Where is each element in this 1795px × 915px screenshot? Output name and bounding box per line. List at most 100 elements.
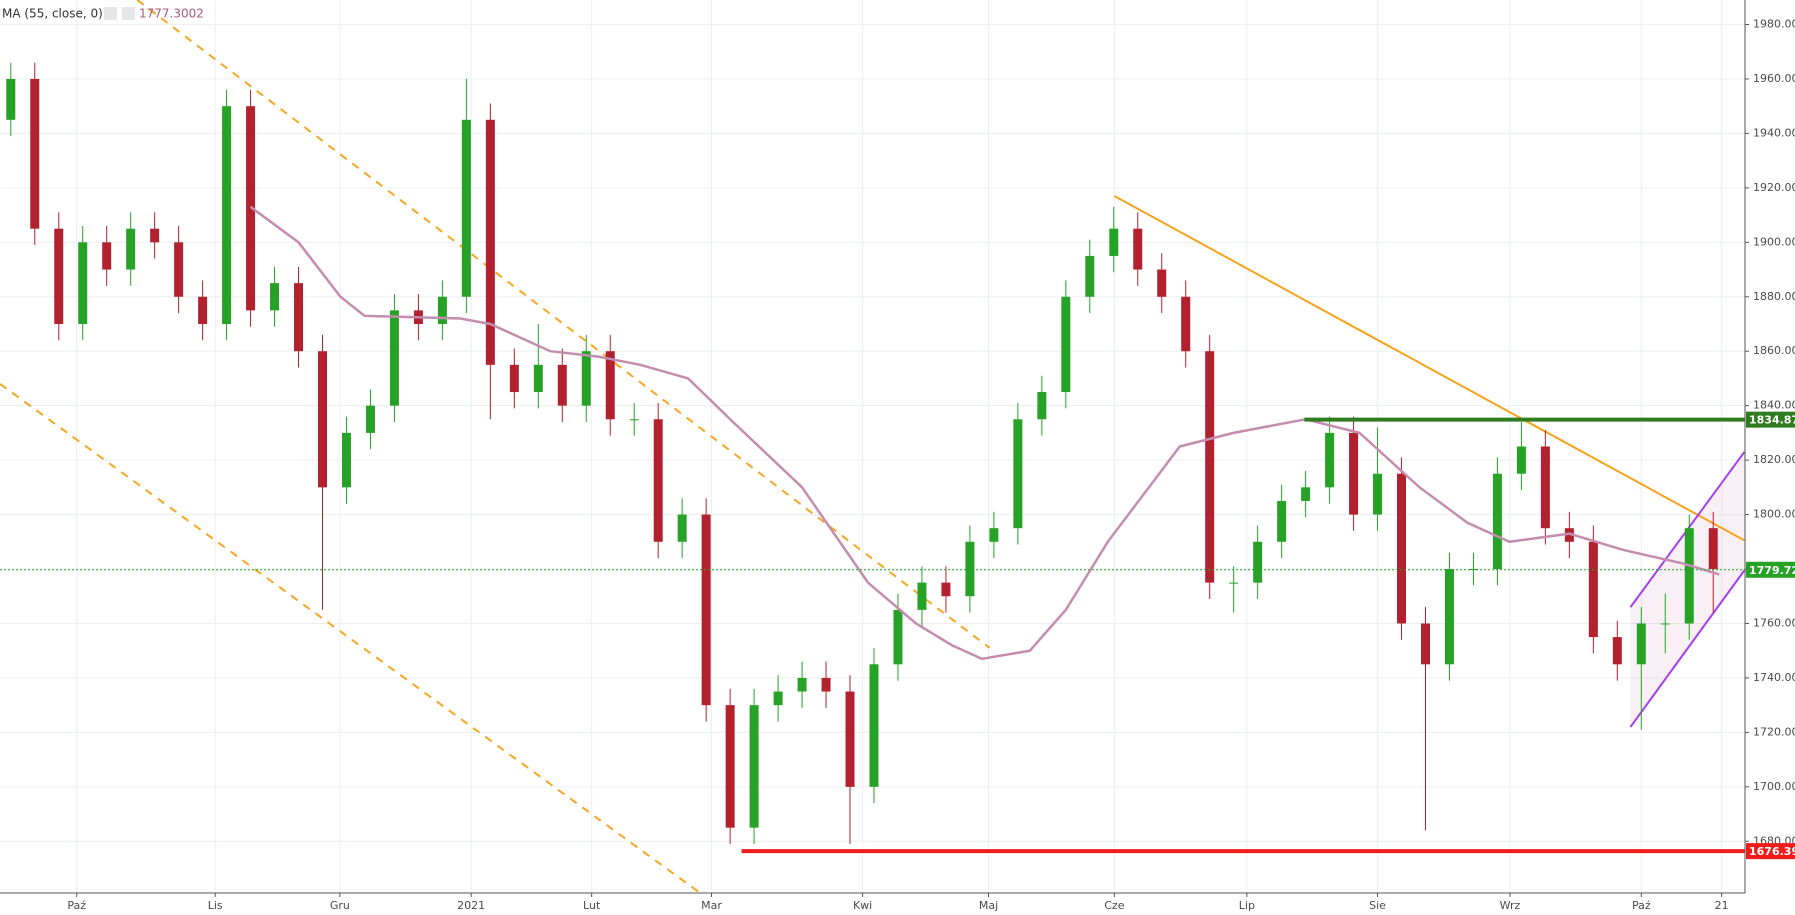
candle-body — [102, 242, 112, 270]
y-tick-label: 1700.00 — [1753, 780, 1795, 793]
candle-body — [1229, 582, 1239, 584]
candle-body — [1684, 528, 1694, 624]
candle-body — [725, 705, 735, 828]
price-label-bg — [1746, 411, 1795, 428]
candle-body — [1660, 623, 1670, 625]
overlay — [0, 205, 1745, 854]
candle-body — [1301, 487, 1311, 501]
candle-body — [581, 351, 591, 406]
moving-average — [249, 205, 1720, 661]
candle-body — [1133, 228, 1143, 270]
indicator-value: 1777.3002 — [139, 7, 204, 21]
candle-body — [1253, 541, 1263, 583]
x-tick-label: Lis — [208, 899, 223, 912]
y-tick-label: 1860.00 — [1753, 344, 1795, 357]
indicator-label: MA (55, close, 0) — [2, 7, 103, 21]
candle-body — [797, 677, 807, 692]
candle-body — [1516, 446, 1526, 474]
candle-body — [1037, 392, 1047, 420]
y-tick-label: 1900.00 — [1753, 235, 1795, 248]
candle-body — [1540, 446, 1550, 529]
candle-body — [1708, 528, 1718, 570]
candle-body — [1588, 541, 1598, 638]
settings-icon[interactable] — [104, 7, 117, 20]
candle-body — [845, 691, 855, 787]
price-label-bg — [1746, 561, 1795, 578]
candle-body — [509, 364, 519, 393]
trend-line — [136, 0, 991, 649]
candle-body — [294, 283, 304, 352]
candle-body — [1109, 228, 1119, 256]
y-tick-label: 1800.00 — [1753, 508, 1795, 521]
y-tick-label: 1940.00 — [1753, 126, 1795, 139]
candle-body — [749, 705, 759, 828]
y-tick-label: 1760.00 — [1753, 616, 1795, 629]
candle-body — [1085, 255, 1095, 297]
candle-body — [1492, 473, 1502, 570]
candle-body — [557, 364, 567, 406]
trend-line — [1629, 569, 1746, 728]
x-tick-label: Paź — [67, 899, 86, 912]
y-tick-label: 1820.00 — [1753, 453, 1795, 466]
candle-body — [1013, 419, 1023, 529]
candle-body — [1564, 528, 1574, 542]
candle-body — [653, 419, 663, 542]
axes: 1680.001700.001720.001740.001760.001780.… — [67, 18, 1795, 912]
candle-body — [1061, 296, 1071, 393]
y-tick-label: 1720.00 — [1753, 725, 1795, 738]
candle-body — [1636, 623, 1646, 665]
y-tick-label: 1960.00 — [1753, 72, 1795, 85]
candle-body — [198, 296, 208, 324]
x-tick-label: Mar — [701, 899, 722, 912]
candle-body — [965, 541, 975, 597]
candle-body — [437, 296, 447, 324]
grid — [0, 0, 1745, 893]
x-tick-label: Kwi — [853, 899, 872, 912]
trend-line — [1113, 195, 1745, 542]
x-tick-label: 2021 — [457, 899, 485, 912]
candle-body — [1612, 637, 1622, 665]
x-tick-label: Maj — [979, 899, 998, 912]
candle-body — [1373, 473, 1383, 515]
x-tick-label: Gru — [330, 899, 350, 912]
candle-body — [1181, 296, 1191, 352]
candle-body — [605, 351, 615, 420]
candle-body — [78, 242, 88, 324]
candle-body — [341, 432, 351, 488]
y-tick-label: 1980.00 — [1753, 18, 1795, 31]
candle-body — [1444, 569, 1454, 665]
price-label: 1779.72 — [1749, 564, 1795, 577]
candle-body — [270, 283, 280, 311]
candle-body — [150, 228, 160, 243]
price-label: 1834.87 — [1749, 414, 1795, 427]
candle-body — [941, 582, 951, 597]
candle-body — [54, 228, 64, 324]
x-tick-label: Sie — [1369, 899, 1386, 912]
candle-body — [485, 119, 495, 365]
price-label: 1676.39 — [1749, 845, 1795, 858]
candle-body — [821, 677, 831, 692]
close-icon[interactable] — [122, 7, 135, 20]
candle-body — [677, 514, 687, 542]
candle-body — [6, 78, 16, 120]
candle-body — [1157, 269, 1167, 297]
candle-body — [1205, 351, 1215, 583]
candle-body — [629, 419, 639, 421]
candle-body — [989, 528, 999, 542]
candle-body — [174, 242, 184, 297]
y-tick-label: 1740.00 — [1753, 671, 1795, 684]
candle-body — [1325, 432, 1335, 488]
candle-body — [318, 351, 328, 488]
candle-body — [461, 119, 471, 297]
x-tick-label: Paź — [1632, 899, 1651, 912]
candle-body — [917, 582, 927, 610]
candle-body — [1277, 500, 1287, 542]
candle-body — [1349, 432, 1359, 515]
x-tick-label: Wrz — [1500, 899, 1521, 912]
x-tick-label: Lip — [1239, 899, 1255, 912]
candle-body — [869, 664, 879, 787]
candle-body — [533, 364, 543, 393]
